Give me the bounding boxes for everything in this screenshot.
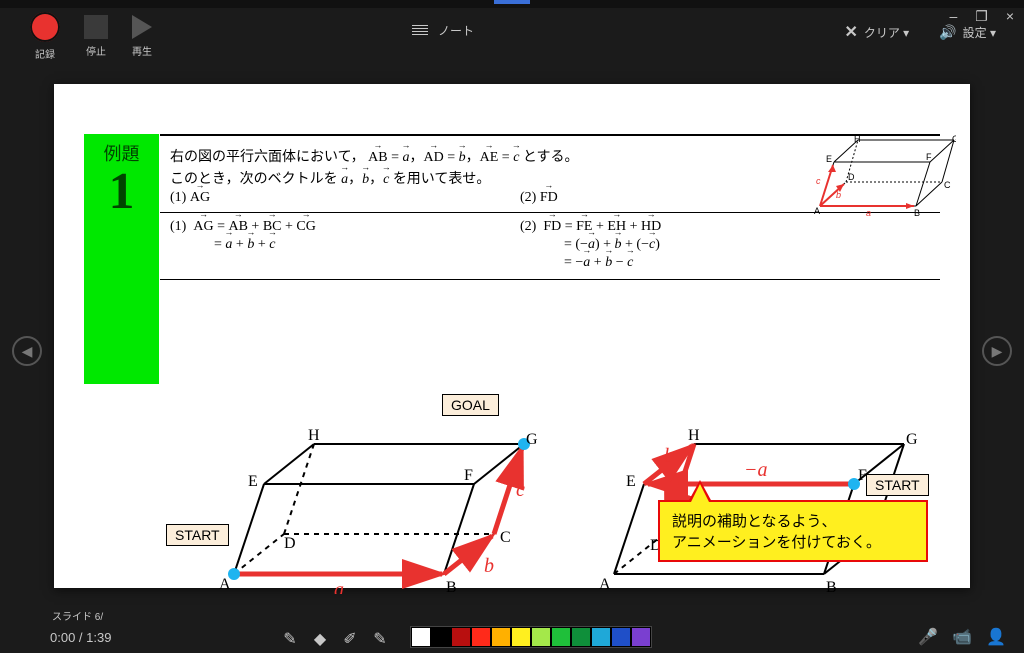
swatch-11[interactable]: [631, 627, 651, 647]
start-tag-left: START: [166, 524, 229, 546]
next-slide-button[interactable]: ▶: [982, 336, 1012, 366]
stop-icon: [84, 15, 108, 39]
svg-text:B: B: [914, 208, 920, 218]
swatch-7[interactable]: [551, 627, 571, 647]
slide-stage[interactable]: 例題 1 右の図の平行六面体において， AB = a，AD = b，AE = c…: [54, 84, 970, 588]
svg-text:C: C: [500, 529, 511, 546]
titlebar: [0, 0, 1024, 8]
start-tag-right: START: [866, 474, 929, 496]
svg-text:D: D: [284, 535, 296, 552]
mic-icon[interactable]: 🎤: [918, 627, 938, 647]
clear-button[interactable]: ✕ クリア ▾: [844, 22, 909, 42]
pen-icon[interactable]: ✎: [280, 629, 300, 649]
svg-text:G: G: [906, 431, 918, 448]
goal-tag-left: GOAL: [442, 394, 499, 416]
svg-text:G: G: [952, 134, 956, 144]
settings-label: 設定 ▾: [963, 24, 996, 41]
svg-text:a⃗: a⃗: [334, 579, 360, 594]
clear-icon: ✕: [844, 22, 857, 42]
person-icon[interactable]: 👤: [986, 627, 1006, 647]
svg-text:G: G: [526, 431, 538, 448]
swatch-8[interactable]: [571, 627, 591, 647]
stop-label: 停止: [86, 43, 106, 58]
svg-text:A: A: [219, 576, 231, 593]
note-button[interactable]: ノート: [438, 22, 474, 39]
svg-text:c⃗: c⃗: [516, 479, 540, 501]
svg-text:b⃗: b⃗: [484, 555, 510, 577]
svg-text:H: H: [688, 427, 700, 444]
play-button[interactable]: 再生: [132, 15, 152, 58]
swatch-5[interactable]: [511, 627, 531, 647]
pen-tools: ✎ ◆ ✐ ✎: [280, 629, 390, 649]
callout-line-1: 説明の補助となるよう、: [672, 510, 914, 531]
swatch-2[interactable]: [451, 627, 471, 647]
svg-text:H: H: [308, 427, 320, 444]
swatch-3[interactable]: [471, 627, 491, 647]
stop-button[interactable]: 停止: [84, 15, 108, 58]
swatch-6[interactable]: [531, 627, 551, 647]
eraser-icon[interactable]: ◆: [310, 629, 330, 649]
settings-button[interactable]: 🔊 設定 ▾: [939, 24, 996, 41]
slide-content: 例題 1 右の図の平行六面体において， AB = a，AD = b，AE = c…: [54, 84, 970, 588]
svg-text:C: C: [944, 180, 951, 190]
svg-text:A: A: [814, 206, 820, 216]
swatch-0[interactable]: [411, 627, 431, 647]
clear-label: クリア ▾: [864, 24, 909, 41]
swatch-9[interactable]: [591, 627, 611, 647]
example-number: 1: [109, 166, 135, 218]
problem-answers: (1) AG = AB + BC + CG = a + b + c (2) FD…: [170, 217, 934, 273]
camera-icon[interactable]: 📹: [952, 627, 972, 647]
color-palette: [410, 626, 652, 648]
svg-text:c: c: [816, 176, 821, 186]
svg-text:F: F: [464, 467, 473, 484]
svg-text:−a⃗: −a⃗: [744, 459, 783, 481]
right-tools: ✕ クリア ▾ 🔊 設定 ▾: [844, 22, 996, 42]
play-label: 再生: [132, 43, 152, 58]
svg-text:H: H: [854, 134, 861, 144]
annotation-callout: 説明の補助となるよう、 アニメーションを付けておく。: [658, 500, 928, 562]
svg-text:F: F: [926, 152, 932, 162]
svg-text:a: a: [866, 208, 871, 218]
svg-text:E: E: [826, 154, 832, 164]
svg-text:D: D: [848, 172, 855, 182]
swatch-10[interactable]: [611, 627, 631, 647]
svg-text:B: B: [826, 579, 837, 594]
record-label: 記録: [35, 46, 55, 61]
record-button[interactable]: 記録: [30, 12, 60, 61]
prev-slide-button[interactable]: ◀: [12, 336, 42, 366]
note-icon: [412, 25, 428, 37]
svg-text:A: A: [599, 576, 611, 593]
svg-text:E: E: [248, 473, 258, 490]
example-badge: 例題 1: [84, 134, 160, 384]
timecode: 0:00 / 1:39: [50, 630, 111, 645]
swatch-1[interactable]: [431, 627, 451, 647]
record-group: 記録 停止 再生: [30, 12, 152, 61]
speaker-icon: 🔊: [939, 24, 956, 41]
center-tools: ノート: [412, 22, 474, 39]
svg-text:b: b: [836, 190, 841, 200]
record-icon: [30, 12, 60, 42]
svg-text:E: E: [626, 473, 636, 490]
toolbar: 記録 停止 再生 ノート ✕ クリア ▾ 🔊 設定 ▾: [0, 8, 1024, 68]
svg-text:B: B: [446, 579, 457, 594]
highlighter-icon[interactable]: ✐: [340, 629, 360, 649]
svg-text:b⃗: b⃗: [664, 445, 690, 467]
marker-icon[interactable]: ✎: [370, 629, 390, 649]
status-icons: 🎤 📹 👤: [918, 627, 1006, 647]
swatch-4[interactable]: [491, 627, 511, 647]
play-icon: [132, 15, 152, 39]
mini-diagram: A B C D E F G H a b c: [806, 132, 956, 218]
title-accent: [494, 0, 530, 4]
callout-line-2: アニメーションを付けておく。: [672, 531, 914, 552]
